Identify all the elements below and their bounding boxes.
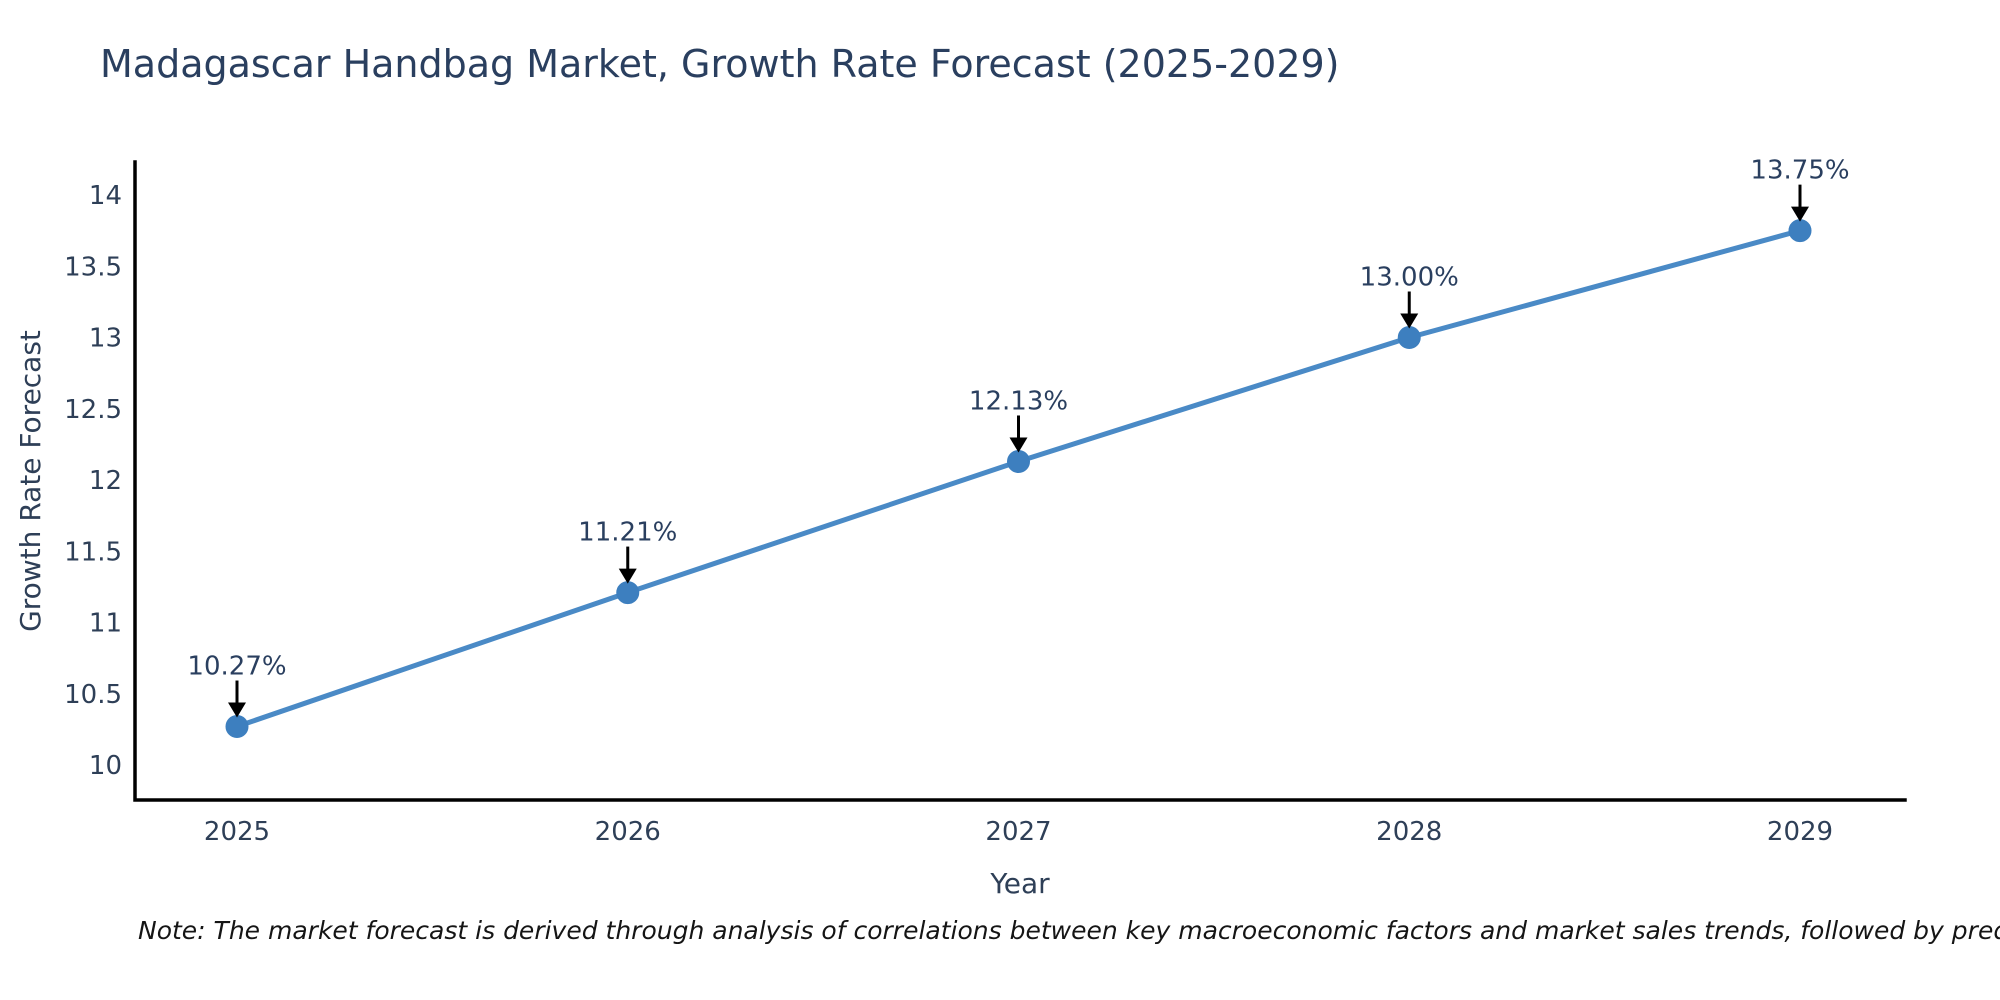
x-tick-label: 2025 [204,817,270,847]
annotation-arrow-head [1009,437,1028,453]
x-axis-title: Year [989,867,1050,900]
forecast-point-markers [225,219,1812,739]
y-tick-label: 12 [89,466,122,496]
series-line-path [234,228,1803,730]
point-value-label: 10.27% [187,652,286,682]
annotation-arrow-head [228,702,246,718]
forecast-line-series [234,228,1803,730]
annotation-arrow-head [1400,313,1419,329]
footnote: Note: The market forecast is derived thr… [138,916,2000,945]
point-annotations: 10.27% 11.21% 12.13% 13.00% 13.75% [187,156,1850,718]
y-tick-label: 14 [89,181,122,211]
x-tick-label: 2026 [595,817,661,847]
point-value-label: 13.00% [1360,263,1459,293]
data-point-marker [1397,326,1421,349]
point-value-label: 11.21% [578,518,677,548]
data-point-marker [616,581,640,605]
point-value-label: 13.75% [1750,156,1849,186]
axis-spines [133,160,1907,802]
y-axis-tick-labels: 10 10.5 11 11.5 12 12.5 13 13.5 14 [64,181,122,781]
y-tick-label: 11 [89,609,122,639]
data-point-marker [225,715,249,739]
data-point-marker [1007,449,1030,473]
data-point-marker [1788,219,1812,243]
y-tick-label: 10 [89,751,122,781]
annotation-arrow-head [1791,206,1809,222]
y-tick-label: 11.5 [64,537,122,567]
x-axis-tick-labels: 2025 2026 2027 2028 2029 [204,817,1833,847]
y-tick-label: 12.5 [64,395,122,425]
x-tick-label: 2027 [985,817,1051,847]
annotation-arrow-head [618,568,637,584]
point-value-label: 12.13% [969,386,1068,416]
y-tick-label: 10.5 [64,680,122,710]
x-tick-label: 2029 [1767,817,1833,847]
chart-title: Madagascar Handbag Market, Growth Rate F… [100,42,1340,86]
y-axis-title: Growth Rate Forecast [14,330,47,632]
y-tick-label: 13 [89,324,122,354]
x-tick-label: 2028 [1376,817,1442,847]
y-tick-label: 13.5 [64,252,122,282]
